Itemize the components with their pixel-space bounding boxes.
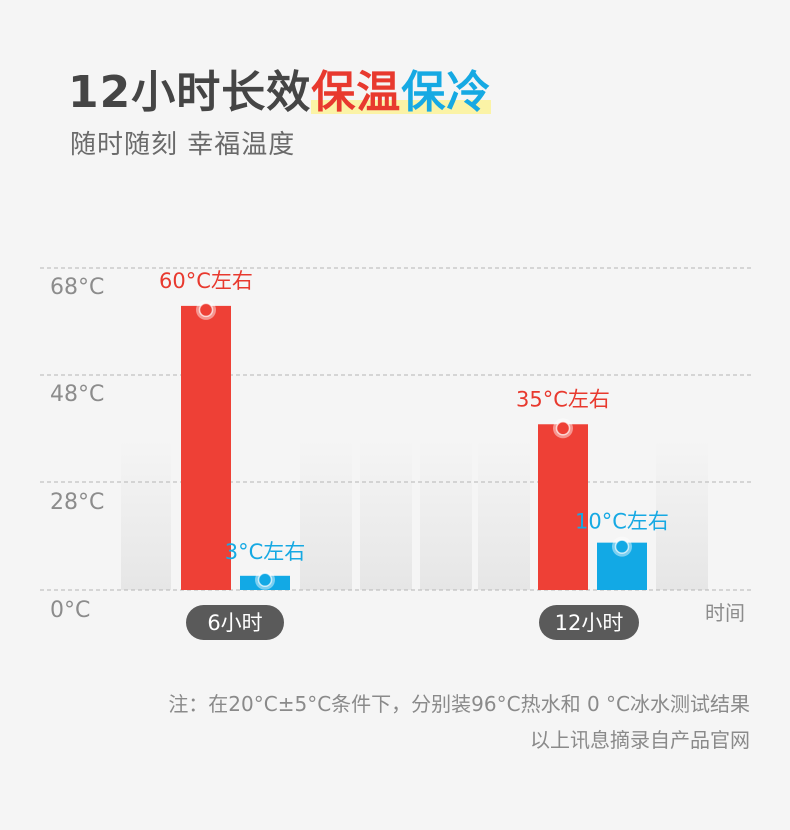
cold-12h-marker (614, 539, 630, 554)
hot-12h-data-label: 35°C左右 (516, 387, 610, 411)
temperature-bar-chart: 0°C 28°C 48°C 68°C 时间 60°C左右 3°C左右 35°C左右 10°C左右… (40, 267, 752, 640)
hot-6h-bar (181, 305, 231, 590)
chart-title: 12小时长效保温保冷 (68, 56, 491, 120)
x-axis-label: 时间 (705, 601, 745, 625)
hot-6h-data-label: 60°C左右 (159, 269, 253, 293)
y-tick-label: 48°C (50, 382, 104, 407)
background-column (300, 440, 352, 590)
hot-6h-marker (198, 302, 214, 318)
y-tick-label: 0°C (50, 598, 90, 623)
cold-12h-data-label: 10°C左右 (575, 510, 669, 534)
source-note: 以上讯息摘录自产品官网 (530, 728, 750, 752)
background-column (420, 440, 472, 590)
background-column (121, 440, 171, 590)
title-prefix: 12小时长效 (68, 67, 312, 118)
test-condition-note: 注：在20°C±5°C条件下，分别装96°C热水和 0 °C冰水测试结果 (168, 692, 750, 716)
title-highlight-cold: 保冷 (401, 67, 492, 118)
cold-6h-marker (257, 572, 273, 588)
background-column (478, 440, 530, 590)
y-tick-label: 28°C (50, 490, 104, 515)
category-pill (539, 605, 639, 640)
background-column (360, 440, 412, 590)
hot-12h-bar (538, 424, 588, 590)
x-category-label: 6小时 (207, 611, 262, 635)
cold-6h-data-label: 3°C左右 (225, 540, 306, 564)
hot-12h-marker (555, 421, 571, 436)
y-tick-label: 68°C (50, 275, 104, 300)
background-column (656, 440, 708, 590)
category-pill (186, 605, 284, 640)
chart-subtitle: 随时随刻 幸福温度 (70, 130, 296, 160)
x-category-label: 12小时 (555, 611, 624, 635)
title-highlight-warm: 保温 (311, 67, 402, 118)
